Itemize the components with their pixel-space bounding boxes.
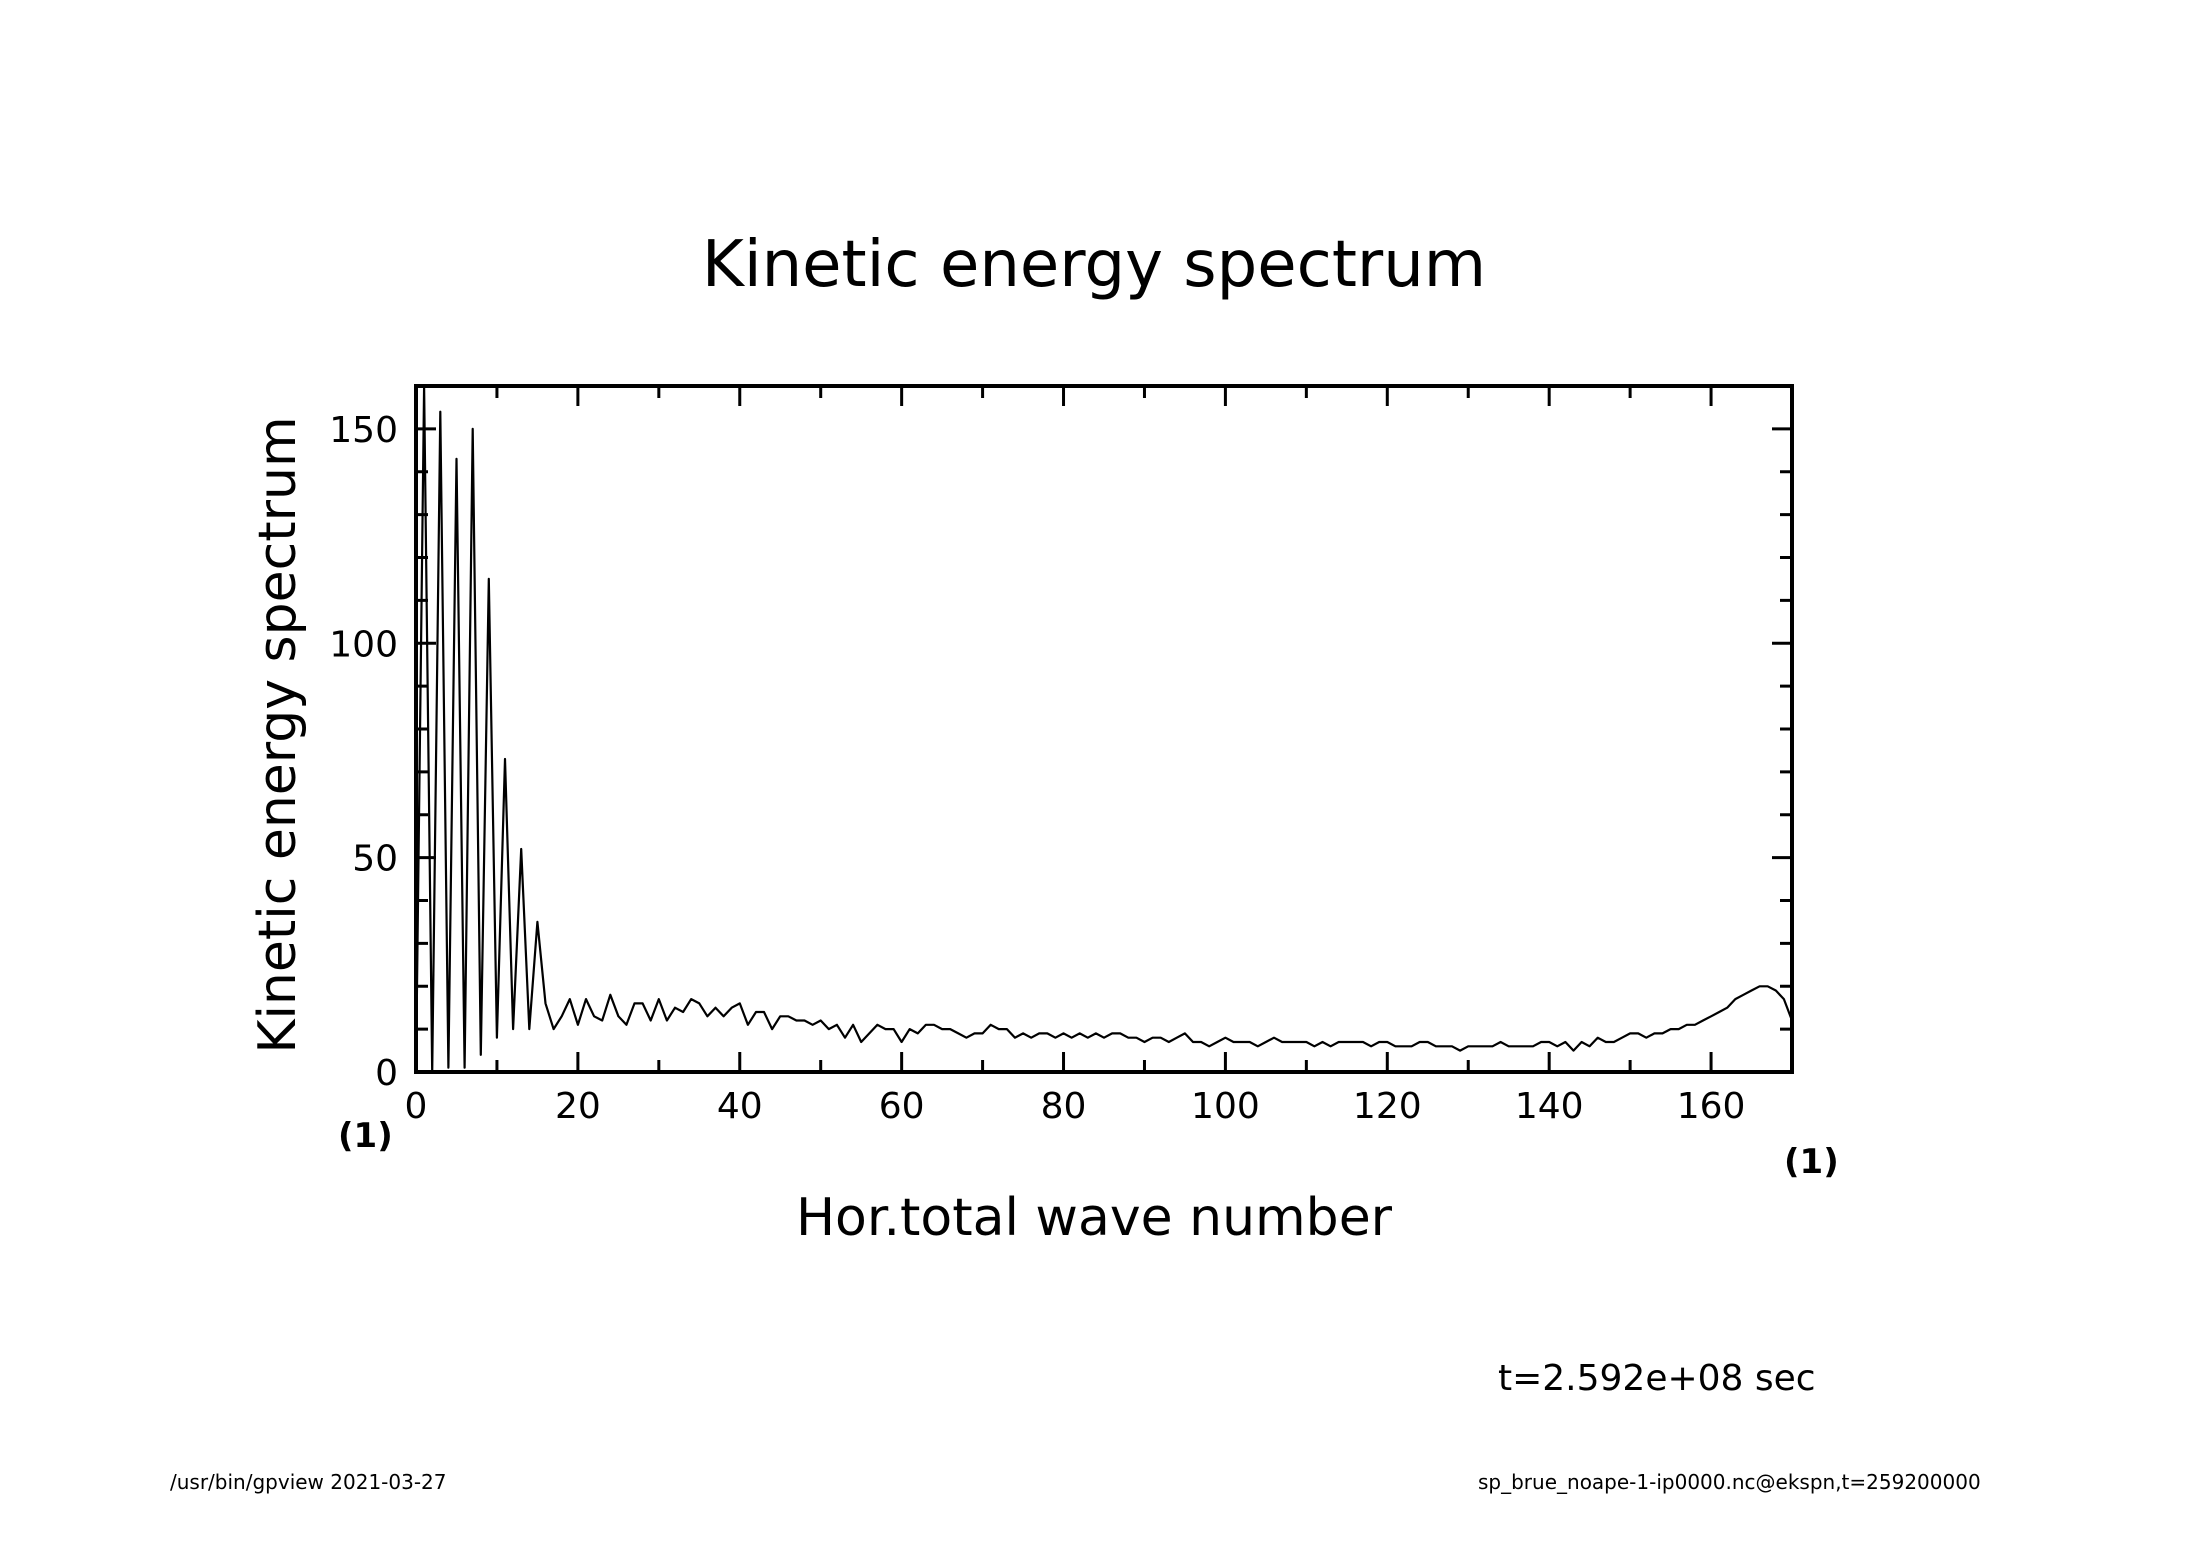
x-tick-label: 120 [1353,1086,1422,1127]
footer-program-date: /usr/bin/gpview 2021-03-27 [170,1470,447,1494]
x-axis-unit-right: (1) [1784,1142,1839,1182]
chart-title: Kinetic energy spectrum [701,228,1487,302]
x-tick-label: 160 [1677,1086,1746,1127]
y-tick-label: 0 [375,1053,398,1094]
x-axis-label: Hor.total wave number [795,1188,1393,1248]
y-axis-ticks [416,384,1792,1074]
x-axis-unit-left: (1) [338,1116,393,1156]
x-tick-label: 80 [1041,1086,1087,1127]
x-tick-label: 140 [1515,1086,1584,1127]
x-tick-label: 20 [555,1086,601,1127]
y-tick-label: 100 [329,624,398,665]
x-axis-tick-labels: 0 20 40 60 80 100 120 140 160 [405,1086,1746,1127]
time-label: t=2.592e+08 sec [1498,1358,1816,1399]
footer-source-file: sp_brue_noape-1-ip0000.nc@ekspn,t=259200… [1478,1470,1981,1494]
x-tick-label: 60 [879,1086,925,1127]
x-tick-label: 100 [1191,1086,1260,1127]
plot-frame [414,384,1794,1074]
series-line [414,384,1794,1074]
series-layer [414,384,1794,1074]
x-tick-label: 40 [717,1086,763,1127]
y-axis-tick-labels: 0 50 100 150 [329,410,398,1094]
y-tick-label: 50 [352,839,398,880]
x-tick-label: 0 [405,1086,428,1127]
y-tick-label: 150 [329,410,398,451]
x-axis-ticks [414,386,1794,1072]
y-axis-label: Kinetic energy spectrum [248,416,308,1054]
